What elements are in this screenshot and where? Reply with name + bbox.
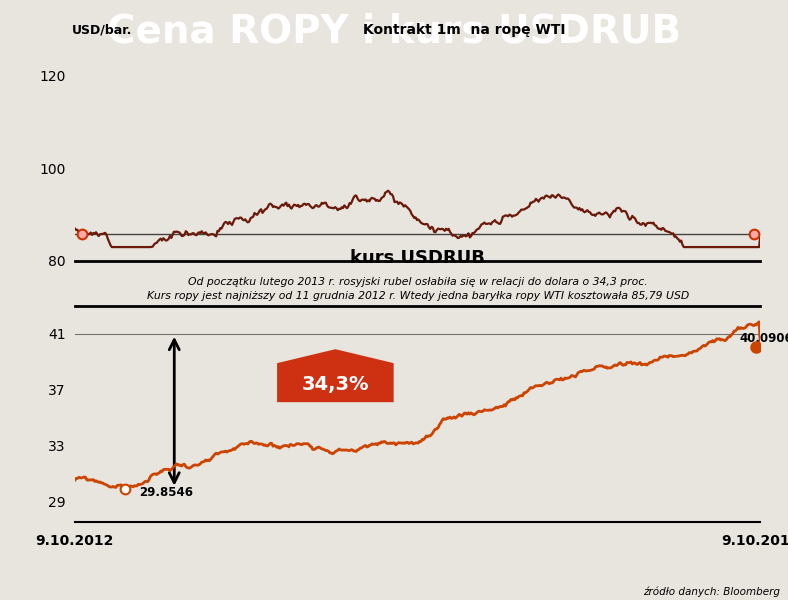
Text: 34,3%: 34,3% bbox=[302, 374, 369, 394]
Text: 40.0906: 40.0906 bbox=[740, 332, 788, 344]
Text: Kontrakt 1m  na ropę WTI: Kontrakt 1m na ropę WTI bbox=[362, 23, 565, 37]
Text: Cena ROPY i kurs USDRUB: Cena ROPY i kurs USDRUB bbox=[107, 13, 681, 50]
Polygon shape bbox=[277, 349, 394, 402]
Text: Od początku lutego 2013 r. rosyjski rubel osłabiła się w relacji do dolara o 34,: Od początku lutego 2013 r. rosyjski rube… bbox=[188, 277, 648, 287]
Text: USD/bar.: USD/bar. bbox=[72, 23, 132, 36]
Text: kurs USDRUB: kurs USDRUB bbox=[350, 249, 485, 267]
Text: Kurs ropy jest najniższy od 11 grudnia 2012 r. Wtedy jedna baryłka ropy WTI kosz: Kurs ropy jest najniższy od 11 grudnia 2… bbox=[147, 291, 689, 301]
Text: 29.8546: 29.8546 bbox=[139, 486, 193, 499]
Text: źródło danych: Bloomberg: źródło danych: Bloomberg bbox=[643, 587, 780, 597]
